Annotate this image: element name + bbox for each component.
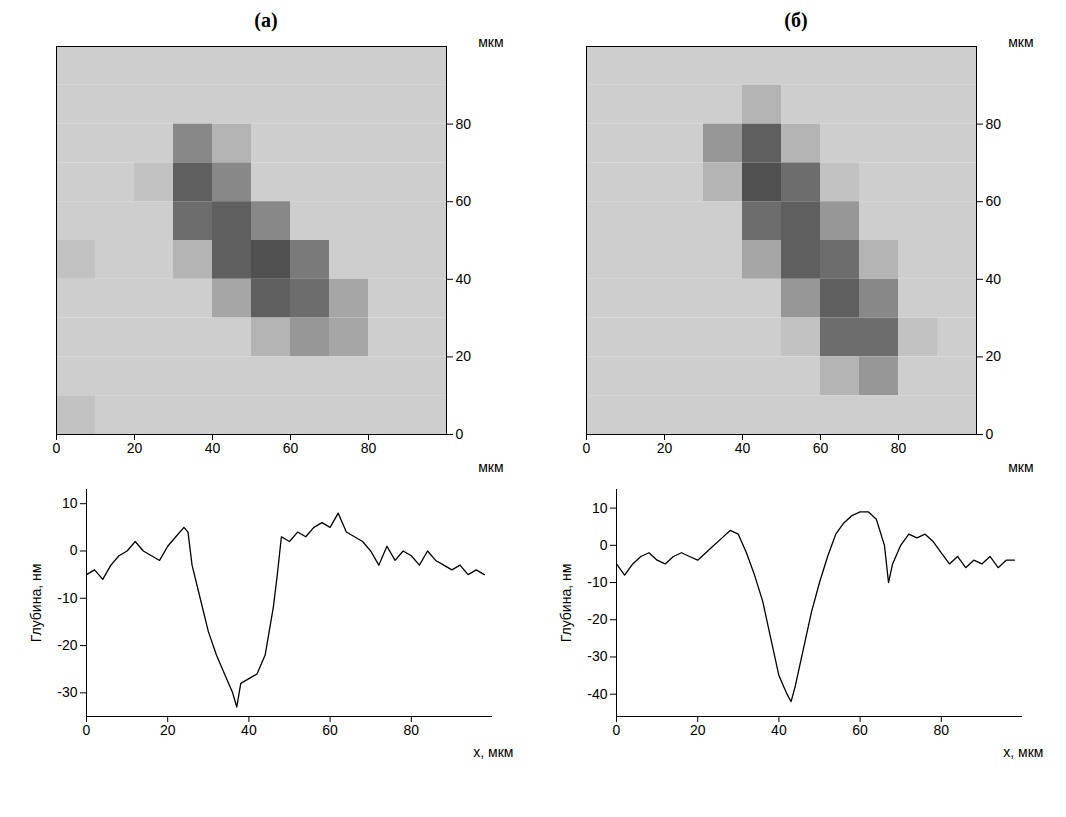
svg-text:-20: -20 — [587, 611, 607, 627]
svg-text:40: 40 — [456, 271, 472, 287]
svg-text:-30: -30 — [57, 684, 77, 700]
svg-text:-30: -30 — [587, 648, 607, 664]
svg-text:0: 0 — [70, 542, 78, 558]
svg-text:80: 80 — [934, 722, 950, 738]
svg-text:20: 20 — [986, 348, 1002, 364]
svg-text:60: 60 — [852, 722, 868, 738]
svg-text:10: 10 — [592, 500, 608, 516]
svg-text:мкм: мкм — [1008, 34, 1033, 50]
svg-text:0: 0 — [53, 440, 61, 456]
svg-text:x, мкм: x, мкм — [1003, 744, 1043, 760]
svg-text:40: 40 — [735, 440, 751, 456]
svg-text:0: 0 — [986, 426, 994, 442]
svg-text:-10: -10 — [587, 574, 607, 590]
svg-text:80: 80 — [891, 440, 907, 456]
svg-text:10: 10 — [62, 495, 78, 511]
svg-text:60: 60 — [283, 440, 299, 456]
svg-text:40: 40 — [771, 722, 787, 738]
svg-text:60: 60 — [986, 193, 1002, 209]
svg-text:0: 0 — [583, 440, 591, 456]
svg-text:-20: -20 — [57, 637, 77, 653]
svg-text:80: 80 — [456, 116, 472, 132]
svg-text:мкм: мкм — [478, 34, 503, 50]
svg-text:60: 60 — [322, 722, 338, 738]
svg-text:60: 60 — [456, 193, 472, 209]
html-text:(б): (б) — [784, 9, 808, 31]
svg-text:20: 20 — [456, 348, 472, 364]
html-text:(а): (а) — [254, 9, 278, 31]
svg-text:20: 20 — [657, 440, 673, 456]
svg-text:Глубина, нм: Глубина, нм — [558, 564, 574, 643]
svg-text:-10: -10 — [57, 590, 77, 606]
svg-text:80: 80 — [986, 116, 1002, 132]
svg-text:0: 0 — [600, 537, 608, 553]
svg-text:40: 40 — [241, 722, 257, 738]
svg-text:0: 0 — [456, 426, 464, 442]
svg-text:20: 20 — [127, 440, 143, 456]
svg-text:40: 40 — [986, 271, 1002, 287]
svg-text:мкм: мкм — [1008, 459, 1033, 475]
svg-text:80: 80 — [404, 722, 420, 738]
svg-text:40: 40 — [205, 440, 221, 456]
svg-text:0: 0 — [613, 722, 621, 738]
svg-text:20: 20 — [690, 722, 706, 738]
svg-text:-40: -40 — [587, 686, 607, 702]
svg-text:20: 20 — [160, 722, 176, 738]
svg-text:0: 0 — [83, 722, 91, 738]
svg-text:мкм: мкм — [478, 459, 503, 475]
svg-text:60: 60 — [813, 440, 829, 456]
svg-text:Глубина, нм: Глубина, нм — [28, 564, 44, 643]
svg-text:80: 80 — [361, 440, 377, 456]
svg-text:x, мкм: x, мкм — [473, 744, 513, 760]
